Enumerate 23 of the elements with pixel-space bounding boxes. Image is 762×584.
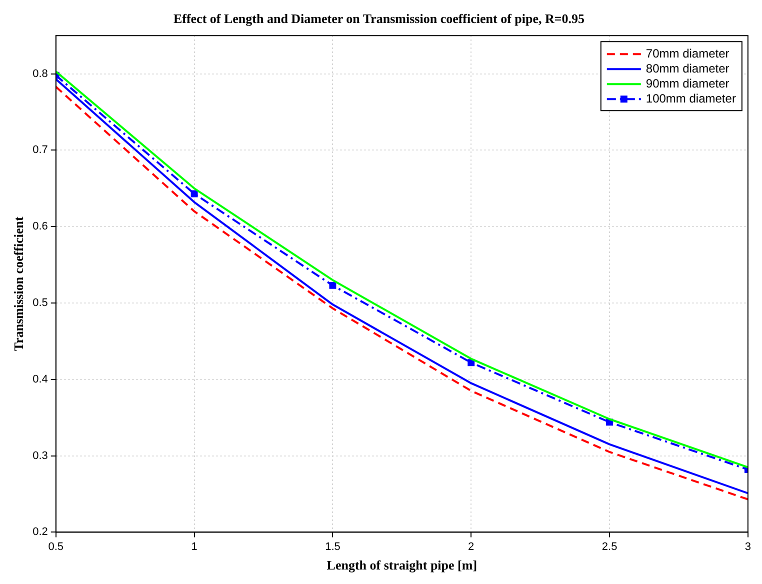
x-tick-label: 2.5: [602, 540, 618, 553]
legend-label: 90mm diameter: [646, 76, 730, 90]
legend-label: 70mm diameter: [646, 46, 730, 60]
point: [329, 282, 336, 289]
x-tick-label: 1.5: [325, 540, 340, 553]
x-tick-label: 1: [191, 540, 198, 553]
y-tick-label: 0.4: [32, 373, 48, 386]
y-axis-title: Transmission coefficient: [11, 216, 26, 352]
y-tick-label: 0.5: [32, 297, 48, 310]
point: [468, 359, 475, 366]
chart-title: Effect of Length and Diameter on Transmission coefficient of pipe, R=0.95: [173, 11, 586, 26]
y-tick-label: 0.2: [32, 526, 48, 538]
x-tick-label: 0.5: [48, 540, 64, 553]
x-axis-title: Length of straight pipe [m]: [326, 558, 478, 573]
legend-label: 80mm diameter: [646, 61, 730, 76]
legend-label: 100mm diameter: [646, 91, 736, 106]
y-tick-label: 0.6: [32, 220, 48, 233]
point: [190, 190, 198, 198]
x-tick-label: 3: [744, 540, 752, 553]
y-tick-label: 0.7: [32, 144, 48, 156]
x-tick-label: 2: [468, 540, 474, 553]
y-tick-label: 0.3: [32, 450, 48, 462]
y-tick-label: 0.8: [32, 68, 48, 80]
